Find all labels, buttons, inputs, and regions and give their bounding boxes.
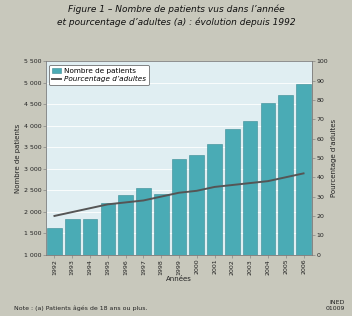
Bar bbox=[243, 121, 257, 255]
Bar bbox=[83, 219, 98, 255]
Legend: Nombre de patients, Pourcentage d’adultes: Nombre de patients, Pourcentage d’adulte… bbox=[49, 65, 149, 85]
Text: INED
01009: INED 01009 bbox=[326, 301, 345, 311]
Bar bbox=[189, 155, 204, 255]
Bar bbox=[172, 159, 186, 255]
Bar bbox=[296, 84, 311, 255]
Text: Figure 1 – Nombre de patients vus dans l’année
et pourcentage d’adultes (a) : év: Figure 1 – Nombre de patients vus dans l… bbox=[57, 5, 295, 27]
Bar bbox=[65, 219, 80, 255]
Y-axis label: Nombre de patients: Nombre de patients bbox=[15, 123, 21, 192]
Bar bbox=[136, 188, 151, 255]
Bar bbox=[225, 129, 240, 255]
X-axis label: Années: Années bbox=[166, 276, 192, 282]
Bar bbox=[261, 103, 275, 255]
Bar bbox=[154, 194, 169, 255]
Y-axis label: Pourcentage d’adultes: Pourcentage d’adultes bbox=[331, 119, 337, 197]
Text: Note : (a) Patients âgés de 18 ans ou plus.: Note : (a) Patients âgés de 18 ans ou pl… bbox=[14, 306, 147, 311]
Bar bbox=[47, 228, 62, 255]
Bar bbox=[118, 195, 133, 255]
Bar bbox=[207, 144, 222, 255]
Bar bbox=[278, 95, 293, 255]
Bar bbox=[101, 203, 115, 255]
